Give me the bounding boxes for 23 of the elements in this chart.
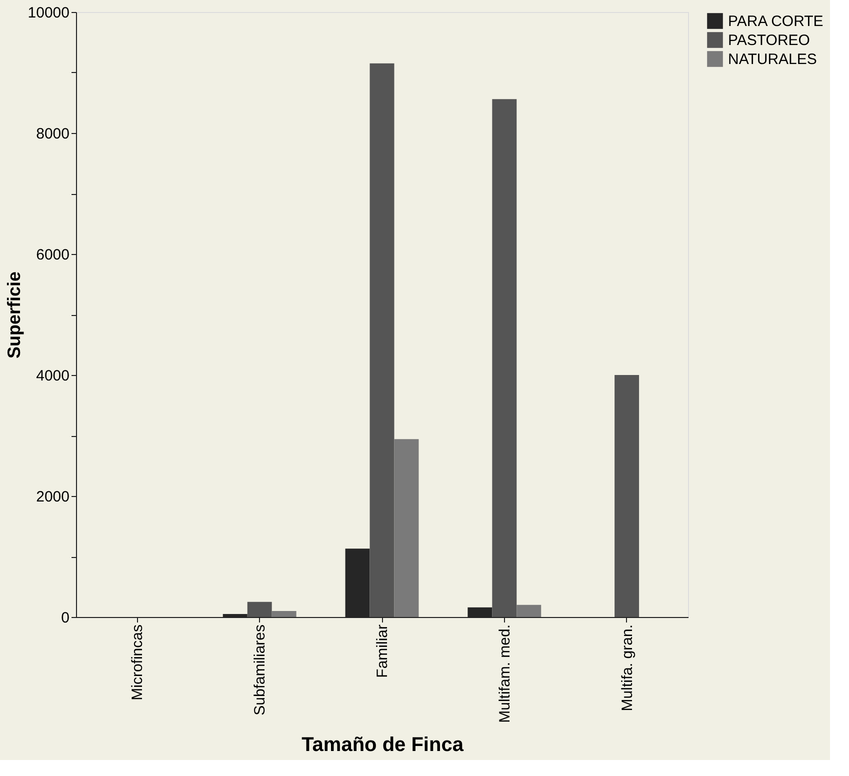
y-tick-label: 10000: [28, 4, 70, 22]
bar: [394, 439, 419, 617]
y-tick-label: 6000: [36, 246, 70, 264]
y-axis-title: Superficie: [4, 271, 24, 359]
x-axis-title: Tamaño de Finca: [302, 734, 464, 756]
legend-label: NATURALES: [728, 51, 817, 68]
bar: [247, 602, 272, 617]
y-tick-label: 2000: [36, 488, 70, 506]
x-tick-label: Subfamiliares: [252, 624, 269, 716]
x-tick-label: Microfincas: [129, 624, 146, 700]
x-tick-label: Multifa. gran.: [618, 624, 636, 712]
bar: [492, 99, 517, 617]
y-tick-label: 4000: [36, 368, 70, 384]
legend-label: PARA CORTE: [728, 13, 824, 30]
bar: [516, 604, 542, 617]
legend-label: PASTOREO: [728, 32, 810, 49]
bar: [614, 375, 640, 617]
bar: [370, 63, 394, 617]
bar: [272, 610, 296, 617]
x-tick-label: Multifam. med.: [496, 624, 514, 723]
y-tick-label: 8000: [36, 126, 70, 142]
y-tick-label: 0: [61, 610, 70, 626]
x-tick-label: Familiar: [374, 624, 391, 678]
